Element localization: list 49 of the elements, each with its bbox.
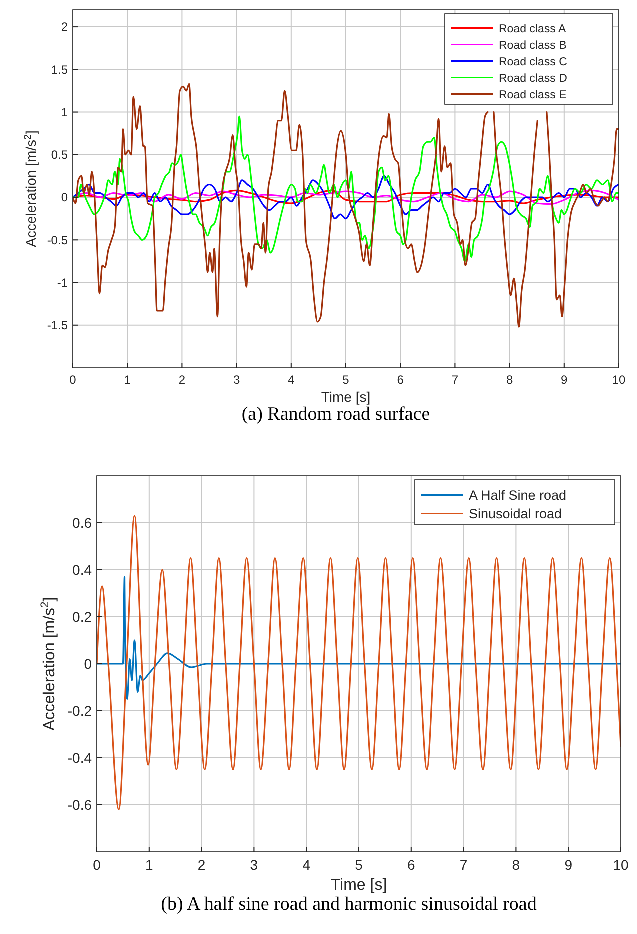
y-tick-label: 0.6: [72, 514, 92, 531]
y-tick-label: 0.4: [72, 562, 92, 578]
text: (b) A half sine road and harmonic sinusoidal road: [161, 894, 538, 915]
x-tick-label: 4: [302, 857, 311, 873]
y-tick-label: 0: [61, 190, 68, 205]
y-tick-label: -1: [57, 276, 68, 290]
line-series: [97, 576, 621, 700]
x-tick-label: 6: [397, 373, 404, 387]
x-tick-label: 6: [408, 857, 416, 873]
x-tick-label: 3: [250, 857, 258, 873]
x-tick-label: 9: [564, 857, 573, 873]
legend-label: Road class B: [499, 40, 568, 52]
y-tick-label: 1.5: [51, 62, 68, 77]
y-tick-label: -0.6: [68, 796, 92, 813]
x-tick-label: 1: [146, 857, 154, 873]
x-axis-title: Time [s]: [321, 389, 371, 405]
y-tick-label: -0.2: [68, 702, 92, 719]
line-series: [73, 116, 619, 262]
y-tick-label: -1.5: [47, 318, 68, 333]
x-tick-label: 1: [124, 373, 132, 387]
text: (a) Random road surface: [242, 404, 430, 425]
x-tick-label: 5: [342, 373, 350, 387]
y-tick-label: 0.5: [51, 148, 68, 162]
line-series: [73, 175, 619, 220]
x-tick-label: 4: [288, 373, 296, 387]
y-tick-label: -0.4: [68, 750, 92, 766]
x-tick-label: 10: [612, 373, 626, 387]
legend-label: Sinusoidal road: [469, 506, 562, 522]
x-tick-label: 3: [233, 373, 240, 387]
legend-label: Road class D: [499, 72, 568, 85]
y-tick-label: 0: [84, 656, 92, 672]
x-tick-label: 8: [512, 857, 520, 873]
legend-label: Road class E: [499, 89, 568, 102]
legend-label: Road class C: [499, 56, 568, 68]
x-tick-label: 9: [561, 373, 568, 387]
x-tick-label: 2: [198, 857, 206, 873]
x-axis-title: Time [s]: [330, 877, 388, 894]
x-tick-label: 7: [452, 373, 459, 387]
legend-label: A Half Sine road: [469, 488, 567, 503]
x-tick-label: 2: [178, 373, 186, 387]
x-tick-label: 7: [460, 857, 468, 873]
y-tick-label: -0.5: [47, 233, 68, 248]
y-tick-label: 1: [61, 105, 68, 120]
x-tick-label: 5: [355, 857, 364, 873]
x-tick-label: 8: [506, 373, 514, 387]
y-tick-label: 0.2: [72, 608, 92, 625]
legend-label: Road class A: [499, 23, 566, 36]
x-tick-label: 10: [613, 857, 629, 873]
y-tick-label: 2: [61, 20, 68, 34]
